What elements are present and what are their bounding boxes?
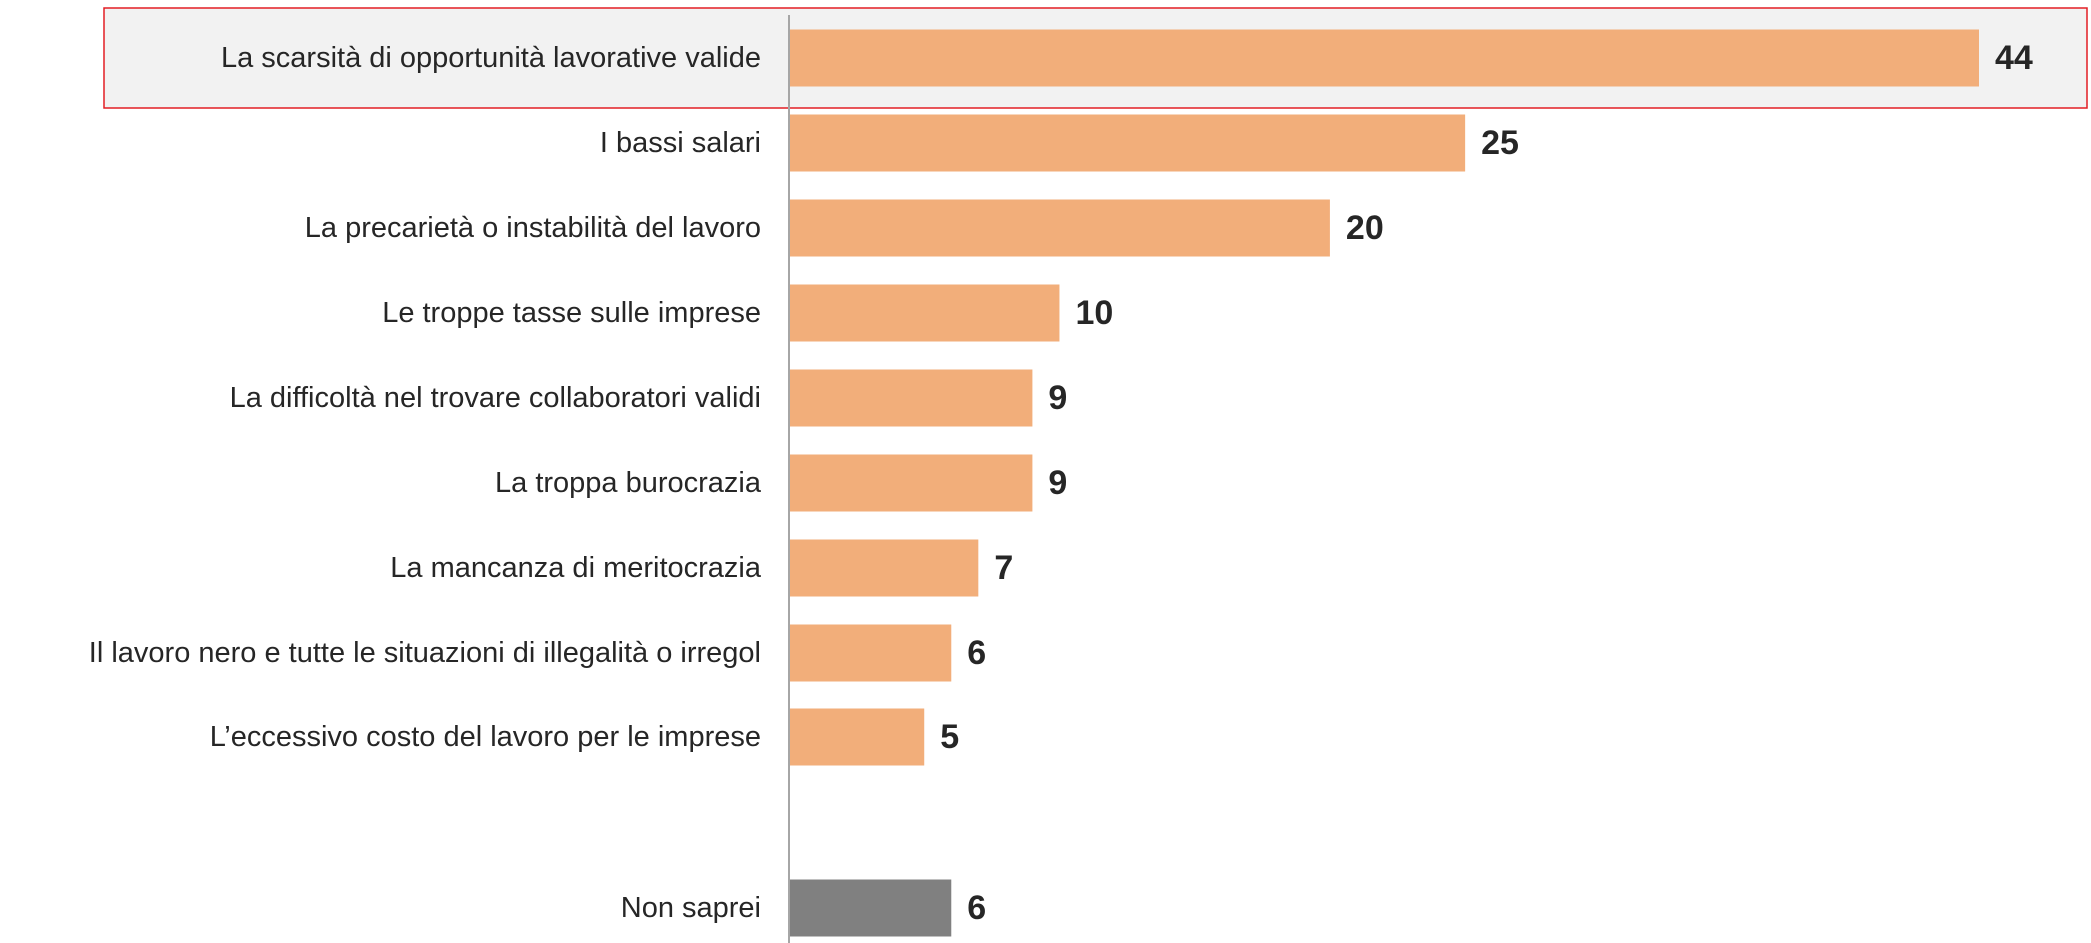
category-label-2: La precarietà o instabilità del lavoro (305, 212, 761, 244)
category-label-7: Il lavoro nero e tutte le situazioni di … (89, 637, 761, 669)
bar-1 (789, 114, 1466, 172)
category-label-3: Le troppe tasse sulle imprese (382, 297, 761, 329)
value-label-5: 9 (1048, 464, 1067, 502)
bar-9 (789, 879, 952, 937)
value-label-9: 6 (967, 889, 986, 927)
category-label-8: L’eccessivo costo del lavoro per le impr… (210, 721, 761, 753)
value-label-0: 44 (1995, 39, 2033, 77)
value-label-1: 25 (1481, 124, 1519, 162)
category-label-5: La troppa burocrazia (495, 467, 762, 499)
value-label-7: 6 (967, 634, 986, 672)
bar-7 (789, 624, 952, 682)
category-label-4: La difficoltà nel trovare collaboratori … (230, 382, 761, 414)
bar-8 (789, 708, 925, 766)
bar-5 (789, 454, 1033, 512)
category-label-9: Non saprei (621, 892, 761, 924)
bar-6 (789, 539, 979, 597)
category-label-6: La mancanza di meritocrazia (390, 552, 762, 584)
value-label-3: 10 (1075, 294, 1113, 332)
value-label-8: 5 (940, 718, 959, 756)
category-label-1: I bassi salari (600, 127, 761, 159)
category-label-0: La scarsità di opportunità lavorative va… (221, 42, 761, 74)
value-label-4: 9 (1048, 379, 1067, 417)
bar-4 (789, 369, 1033, 427)
bar-3 (789, 284, 1060, 342)
value-label-6: 7 (994, 549, 1013, 587)
value-label-2: 20 (1346, 209, 1384, 247)
bar-0 (789, 29, 1979, 87)
bar-2 (789, 199, 1330, 257)
